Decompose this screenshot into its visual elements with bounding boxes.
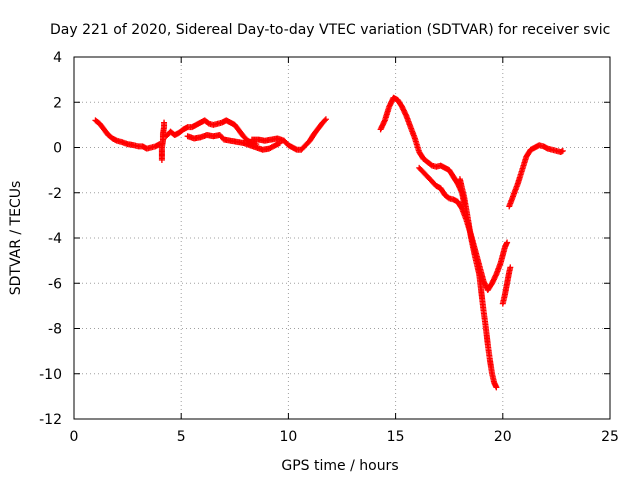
data-point bbox=[559, 147, 566, 154]
y-axis-label: SDTVAR / TECUs bbox=[8, 181, 24, 296]
data-point bbox=[161, 119, 168, 126]
x-tick-label: 5 bbox=[177, 429, 186, 445]
y-tick-label: -4 bbox=[48, 231, 62, 247]
x-tick-label: 0 bbox=[70, 429, 79, 445]
x-tick-label: 25 bbox=[601, 429, 619, 445]
x-axis-label: GPS time / hours bbox=[281, 458, 398, 474]
y-tick-label: 4 bbox=[53, 50, 62, 66]
data-points bbox=[92, 94, 566, 391]
y-tick-label: -8 bbox=[48, 322, 62, 338]
y-tick-label: -10 bbox=[39, 367, 62, 383]
data-point bbox=[507, 264, 514, 271]
y-tick-label: 0 bbox=[53, 141, 62, 157]
plot-frame bbox=[73, 56, 611, 420]
y-tick-label: 2 bbox=[53, 95, 62, 111]
y-tick-label: -2 bbox=[48, 186, 62, 202]
chart-title: Day 221 of 2020, Sidereal Day-to-day VTE… bbox=[50, 22, 610, 38]
data-point bbox=[321, 117, 328, 124]
data-point bbox=[322, 116, 329, 123]
data-point bbox=[493, 384, 500, 391]
y-tick-label: -12 bbox=[39, 412, 62, 428]
grid bbox=[74, 57, 610, 419]
y-tick-label: -6 bbox=[48, 276, 62, 292]
data-point bbox=[504, 239, 511, 246]
x-tick-label: 20 bbox=[494, 429, 512, 445]
x-tick-label: 15 bbox=[387, 429, 405, 445]
x-tick-label: 10 bbox=[279, 429, 297, 445]
